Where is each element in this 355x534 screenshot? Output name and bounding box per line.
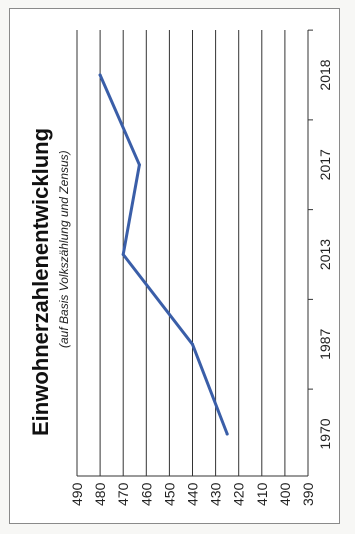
data-point xyxy=(98,73,102,77)
y-tick-label: 480 xyxy=(92,482,108,506)
y-tick-labels: 390 400 410 420 430 440 450 460 470 480 490 xyxy=(69,482,316,506)
data-point xyxy=(137,163,141,167)
gridlines xyxy=(76,30,309,476)
y-tick-label: 460 xyxy=(138,482,154,506)
x-tick-labels: 1970 1987 2013 2017 2018 xyxy=(317,59,333,449)
chart-title: Einwohnerzahlenentwicklung xyxy=(28,128,53,436)
x-tick-label: 1970 xyxy=(317,418,333,449)
series-line xyxy=(98,73,229,436)
y-tick-label: 470 xyxy=(115,482,131,506)
y-tick-label: 390 xyxy=(300,482,316,506)
y-tick-label: 420 xyxy=(231,482,247,506)
chart-subtitle: (auf Basis Volkszählung und Zensus) xyxy=(57,150,71,348)
y-tick-label: 450 xyxy=(161,482,177,506)
y-tick-label: 440 xyxy=(185,482,201,506)
data-point xyxy=(225,432,229,436)
x-tick-label: 2017 xyxy=(317,149,333,180)
x-tick-label: 2013 xyxy=(317,239,333,270)
axes xyxy=(77,29,313,477)
x-tick-label: 1987 xyxy=(317,328,333,359)
series-lines xyxy=(98,73,229,436)
data-point xyxy=(191,342,194,346)
y-tick-label: 400 xyxy=(277,482,293,506)
y-tick-label: 410 xyxy=(254,482,270,506)
x-tick-label: 2018 xyxy=(317,59,333,90)
data-point xyxy=(121,253,125,256)
y-tick-label: 430 xyxy=(208,482,224,506)
y-tick-label: 490 xyxy=(69,482,85,506)
